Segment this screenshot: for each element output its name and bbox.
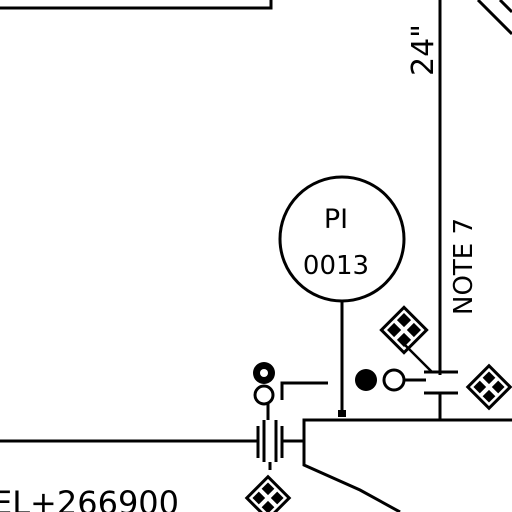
diamond-symbol-bottom [244,474,292,512]
instrument-number: 0013 [303,251,369,281]
note-label: NOTE 7 [449,218,479,315]
tap-point [338,410,346,417]
vent-valve-open [253,384,275,406]
drain-valve-open [382,368,406,392]
top-right-diagonal-1 [476,0,512,36]
vent-branch [280,381,328,400]
diamond-symbol-upper [379,305,429,355]
elevation-label: EL+266900 [0,484,179,512]
top-right-diagonal-2 [498,0,512,14]
pipe-size-label: 24" [406,24,441,76]
instrument-tag: PI [324,204,348,235]
vent-cap-inner [260,369,268,377]
diamond-symbol-right [465,363,512,411]
instrument-bubble [278,175,406,303]
drain-cap-filled [355,369,377,391]
vessel-outline [302,418,512,512]
drain-leader [401,341,433,373]
top-left-box-edge [0,0,273,10]
